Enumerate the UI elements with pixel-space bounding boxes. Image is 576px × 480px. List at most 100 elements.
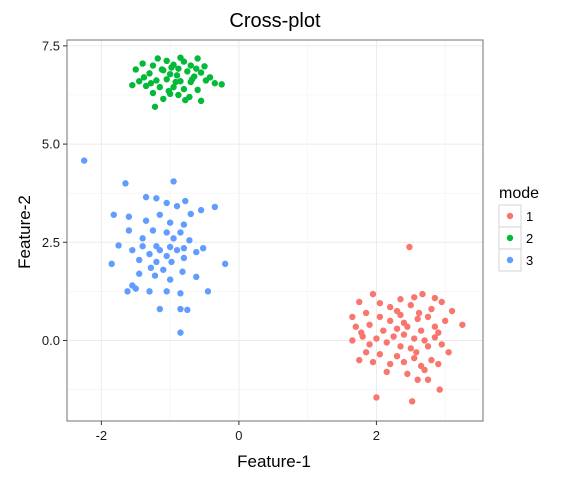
data-point-mode-3 bbox=[110, 211, 117, 218]
data-point-mode-3 bbox=[125, 213, 133, 220]
data-point-mode-1 bbox=[424, 343, 432, 350]
data-point-mode-1 bbox=[431, 294, 439, 302]
data-point-mode-1 bbox=[419, 290, 426, 298]
data-point-mode-3 bbox=[80, 157, 88, 164]
data-point-mode-1 bbox=[397, 296, 404, 303]
data-point-mode-1 bbox=[424, 376, 432, 383]
data-point-mode-3 bbox=[163, 252, 170, 260]
data-point-mode-1 bbox=[448, 307, 456, 315]
data-point-mode-1 bbox=[415, 309, 423, 317]
data-point-mode-3 bbox=[108, 260, 115, 268]
data-point-mode-1 bbox=[431, 323, 439, 330]
data-point-mode-2 bbox=[175, 65, 182, 72]
data-point-mode-3 bbox=[142, 217, 150, 224]
data-point-mode-3 bbox=[180, 254, 188, 262]
data-point-mode-2 bbox=[149, 89, 157, 97]
data-points bbox=[80, 54, 466, 405]
data-point-mode-1 bbox=[349, 337, 356, 344]
data-point-mode-3 bbox=[156, 211, 164, 218]
data-point-mode-3 bbox=[156, 246, 164, 254]
data-point-mode-3 bbox=[135, 270, 143, 277]
data-point-mode-1 bbox=[362, 349, 370, 356]
data-point-mode-3 bbox=[177, 305, 184, 313]
data-point-mode-2 bbox=[173, 72, 181, 79]
data-point-mode-1 bbox=[408, 398, 416, 405]
data-point-mode-1 bbox=[400, 358, 408, 366]
data-point-mode-3 bbox=[199, 244, 207, 252]
legend-key-point bbox=[506, 212, 514, 220]
data-point-mode-3 bbox=[160, 266, 167, 273]
data-point-mode-1 bbox=[386, 360, 394, 368]
data-point-mode-3 bbox=[221, 260, 229, 268]
panel-border bbox=[66, 39, 484, 422]
data-point-mode-1 bbox=[459, 321, 466, 328]
data-point-mode-2 bbox=[180, 58, 188, 65]
data-point-mode-3 bbox=[147, 264, 155, 272]
legend: mode 1 2 3 bbox=[498, 185, 539, 272]
legend-key-point bbox=[506, 234, 514, 242]
data-point-mode-1 bbox=[376, 351, 384, 358]
data-point-mode-3 bbox=[187, 210, 194, 218]
data-point-mode-3 bbox=[163, 229, 170, 236]
data-point-mode-3 bbox=[153, 258, 160, 266]
data-point-mode-1 bbox=[362, 309, 370, 317]
data-point-mode-3 bbox=[115, 242, 122, 249]
data-point-mode-1 bbox=[400, 331, 408, 338]
data-point-mode-2 bbox=[175, 91, 182, 99]
y-tick-label: 0.0 bbox=[42, 333, 60, 348]
data-point-mode-3 bbox=[179, 268, 186, 275]
data-point-mode-2 bbox=[166, 70, 174, 78]
data-point-mode-3 bbox=[170, 178, 177, 185]
data-point-mode-3 bbox=[166, 243, 174, 251]
data-point-mode-2 bbox=[154, 55, 161, 62]
data-point-mode-3 bbox=[180, 244, 188, 252]
data-point-mode-1 bbox=[358, 329, 365, 336]
data-point-mode-1 bbox=[406, 243, 413, 251]
data-point-mode-1 bbox=[421, 366, 428, 374]
data-point-mode-2 bbox=[149, 62, 157, 69]
data-point-mode-1 bbox=[369, 290, 377, 298]
data-point-mode-2 bbox=[172, 78, 179, 86]
data-point-mode-1 bbox=[428, 305, 435, 313]
data-point-mode-3 bbox=[146, 250, 153, 258]
data-point-mode-2 bbox=[158, 66, 166, 73]
data-point-mode-2 bbox=[151, 103, 159, 110]
data-point-mode-1 bbox=[435, 360, 442, 368]
data-point-mode-3 bbox=[166, 219, 174, 226]
data-point-mode-3 bbox=[177, 329, 184, 336]
data-point-mode-3 bbox=[163, 199, 170, 207]
data-point-mode-2 bbox=[132, 66, 139, 73]
data-point-mode-2 bbox=[142, 82, 150, 90]
data-point-mode-2 bbox=[170, 83, 177, 91]
data-point-mode-1 bbox=[438, 341, 445, 348]
data-point-mode-2 bbox=[194, 55, 201, 62]
data-point-mode-3 bbox=[135, 256, 143, 264]
x-tick-label: 2 bbox=[373, 428, 380, 443]
data-point-mode-1 bbox=[411, 335, 418, 342]
data-point-mode-2 bbox=[139, 60, 146, 67]
data-point-mode-2 bbox=[184, 68, 191, 75]
data-point-mode-3 bbox=[204, 288, 212, 295]
data-point-mode-1 bbox=[366, 341, 373, 348]
data-point-mode-2 bbox=[211, 80, 219, 87]
data-point-mode-2 bbox=[202, 77, 210, 84]
data-point-mode-3 bbox=[125, 227, 133, 234]
data-point-mode-1 bbox=[356, 298, 363, 306]
data-point-mode-2 bbox=[193, 65, 200, 72]
data-point-mode-2 bbox=[140, 74, 148, 81]
data-point-mode-3 bbox=[129, 246, 136, 254]
data-point-mode-2 bbox=[218, 81, 225, 88]
data-point-mode-1 bbox=[356, 356, 363, 364]
data-point-mode-2 bbox=[180, 85, 188, 93]
data-point-mode-1 bbox=[390, 333, 397, 340]
data-point-mode-3 bbox=[193, 273, 200, 281]
data-point-mode-2 bbox=[201, 63, 208, 70]
data-point-mode-2 bbox=[163, 57, 170, 65]
data-point-mode-1 bbox=[349, 313, 356, 321]
data-point-mode-1 bbox=[414, 315, 421, 323]
y-tick-label: 2.5 bbox=[42, 235, 60, 250]
data-point-mode-1 bbox=[424, 313, 432, 321]
data-point-mode-3 bbox=[182, 197, 189, 205]
data-point-mode-1 bbox=[393, 307, 401, 315]
data-point-mode-1 bbox=[438, 298, 445, 306]
